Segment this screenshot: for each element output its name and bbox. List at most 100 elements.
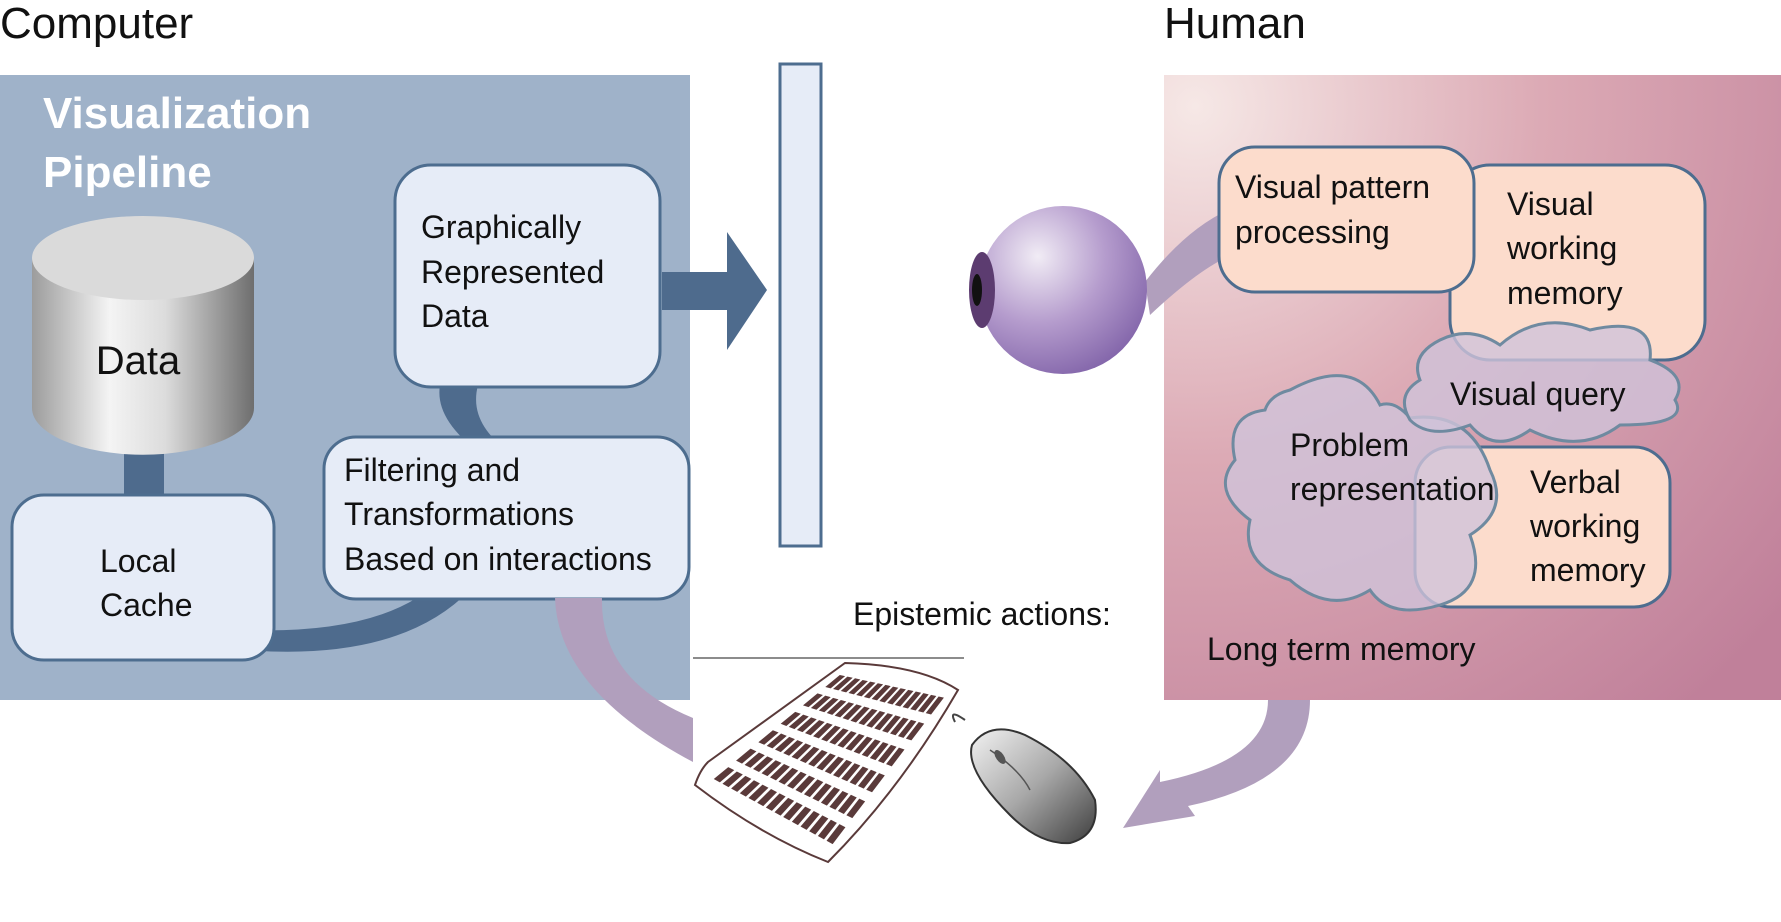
pipeline-title-1: Visualization — [43, 89, 311, 138]
keyboard-key — [736, 748, 757, 764]
local-cache-label-2: Cache — [100, 587, 193, 623]
keyboard-key — [841, 763, 861, 782]
local-cache-label-1: Local — [100, 543, 177, 579]
keyboard-key — [766, 733, 787, 749]
keyboard-key — [778, 767, 799, 785]
filtering-label-3: Based on interactions — [344, 541, 652, 577]
keyboard-key — [791, 806, 812, 826]
graphic-label-1: Graphically — [421, 209, 581, 245]
keyboard-key — [826, 824, 846, 845]
keyboard-key — [866, 773, 885, 793]
keyboard-key — [786, 771, 807, 789]
keyboard-key — [739, 780, 760, 797]
keyboard-key — [837, 731, 857, 748]
mouse-icon — [952, 713, 1097, 845]
cache-to-filter-connector — [245, 575, 470, 652]
keyboard-key — [879, 686, 899, 703]
vwm-label-2: working — [1506, 230, 1617, 266]
keyboard-key — [821, 725, 841, 742]
keyboard-key — [825, 674, 846, 689]
keyboard-key — [808, 750, 828, 767]
keyboard-key — [902, 691, 922, 709]
keyboard-key — [886, 747, 905, 767]
keyboard-key — [744, 752, 765, 768]
keyboard-key — [849, 766, 869, 785]
graphic-label-3: Data — [421, 298, 489, 334]
database-cylinder-icon — [32, 216, 254, 455]
keyboard-key — [770, 764, 790, 781]
visual-query-cloud — [1402, 321, 1681, 443]
keyboard-key — [850, 706, 870, 723]
keyboard-key — [861, 739, 881, 758]
keyboard-key — [848, 679, 868, 695]
keyboard-key — [837, 794, 857, 814]
keyboard-key — [804, 720, 825, 736]
keyboard-key — [795, 775, 815, 793]
keyboard-key — [833, 676, 853, 691]
computer-heading: Computer — [0, 0, 193, 48]
verbal-label-2: working — [1529, 508, 1640, 544]
keyboard-key — [803, 779, 824, 798]
keyboard-key — [829, 790, 849, 810]
keyboard-key — [753, 756, 774, 772]
interaction-arrow-left — [555, 598, 693, 762]
keyboard-key — [840, 678, 861, 693]
keyboard-key — [816, 753, 836, 771]
keyboard-key — [874, 713, 894, 731]
keyboard-key — [858, 708, 878, 726]
keyboard-key — [783, 802, 803, 821]
verbal-label-1: Verbal — [1530, 464, 1621, 500]
graphic-label-2: Represented — [421, 254, 604, 290]
filtering-box — [322, 435, 691, 601]
keyboard-key — [820, 787, 841, 806]
keyboard-key — [910, 693, 929, 711]
keyboard-key — [882, 715, 901, 733]
data-label: Data — [96, 339, 181, 383]
ltm-label: Long term memory — [1207, 631, 1476, 667]
keyboard-key — [748, 784, 769, 802]
keyboard-key — [905, 722, 925, 741]
keyboard-key — [897, 719, 917, 738]
render-arrow — [662, 232, 767, 350]
keyboard-key — [765, 793, 786, 811]
keyboard-key — [856, 681, 876, 697]
keyboard-key — [788, 714, 809, 730]
display-screen-icon — [778, 62, 823, 548]
keyboard-icon — [693, 661, 960, 864]
filtering-label-1: Filtering and — [344, 452, 520, 488]
keyboard-key — [791, 743, 812, 760]
keyboard-key — [824, 756, 844, 774]
keyboard-key — [866, 711, 886, 728]
keyboard-key — [887, 688, 906, 705]
keyboard-key — [869, 742, 889, 761]
keyboard-key — [809, 815, 829, 835]
epistemic-actions-label: Epistemic actions: — [853, 596, 1111, 632]
human-heading: Human — [1164, 0, 1306, 48]
keyboard-key — [917, 694, 937, 713]
keyboard-key — [796, 717, 817, 733]
vpp-label-2: processing — [1235, 214, 1390, 250]
keyboard-key — [857, 769, 877, 789]
keyboard-key — [802, 693, 823, 708]
pr-label-1: Problem — [1290, 427, 1409, 463]
pr-label-2: representation — [1290, 471, 1495, 507]
keyboard-key — [845, 733, 865, 751]
keyboard-key — [846, 798, 866, 819]
vq-label: Visual query — [1450, 376, 1626, 412]
keyboard-key — [800, 810, 820, 830]
keyboard-key — [842, 704, 862, 720]
keyboard-key — [731, 775, 752, 792]
keyboard-key — [863, 683, 884, 699]
keyboard-key — [761, 760, 782, 777]
keyboard-key — [833, 759, 853, 778]
vwm-label-1: Visual — [1507, 186, 1594, 222]
keyboard-key — [853, 736, 873, 754]
keyboard-key — [818, 697, 839, 713]
eye-icon — [969, 206, 1147, 374]
keyboard-key — [894, 689, 914, 707]
keyboard-key — [810, 695, 831, 710]
keyboard-key — [877, 744, 897, 764]
graphic-data-box — [393, 163, 662, 389]
keyboard-key — [813, 722, 833, 739]
